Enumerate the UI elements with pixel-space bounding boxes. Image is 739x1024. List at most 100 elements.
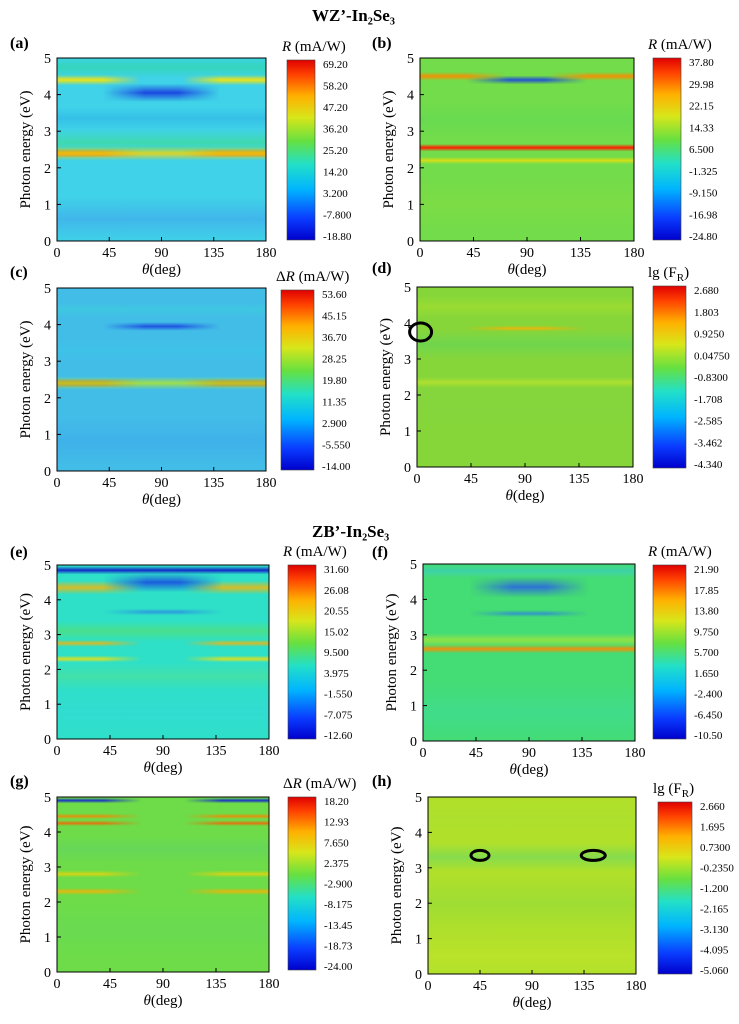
x-axis-unit: (deg)	[520, 995, 552, 1011]
colorbar-tick-label: 9.500	[324, 647, 349, 659]
y-tick-label: 4	[410, 593, 417, 608]
heatmap-band	[57, 74, 266, 86]
colorbar-tick-label: 22.15	[689, 101, 714, 113]
colorbar-tick-label: 6.500	[689, 144, 714, 156]
y-tick-label: 2	[44, 896, 51, 911]
colorbar-tick-label: -16.98	[689, 209, 718, 221]
x-tick-label: 135	[574, 979, 595, 994]
colorbar	[287, 796, 317, 971]
x-axis-title: θ(deg)	[505, 488, 544, 504]
y-tick-label: 0	[44, 966, 51, 981]
colorbar-title: ΔR (mA/W)	[276, 269, 349, 285]
x-axis-title: θ(deg)	[142, 492, 181, 508]
colorbar-tick-label: 0.7300	[700, 842, 731, 854]
heatmap-band	[420, 101, 634, 139]
x-tick-label: 45	[464, 472, 478, 487]
colorbar-tick-label: 12.93	[324, 817, 349, 829]
y-tick-label: 0	[415, 968, 422, 983]
colorbar-tick-label: 47.20	[323, 102, 348, 114]
colorbar-tick-label: -5.060	[700, 965, 729, 977]
colorbar-tick-label: -2.165	[700, 904, 729, 916]
colorbar-tick-label: -9.150	[689, 188, 718, 200]
colorbar-title: R (mA/W)	[282, 544, 347, 560]
y-tick-label: 0	[44, 733, 51, 748]
heatmap-area	[57, 565, 269, 739]
x-tick-label: 0	[420, 746, 427, 761]
heading-zb: ZB’-In₂Se₃	[312, 522, 390, 541]
highlight-ellipse	[469, 848, 491, 862]
colorbar-tick-label: 5.700	[694, 647, 719, 659]
y-tick-label: 3	[410, 629, 417, 644]
x-axis-title: θ(deg)	[143, 760, 182, 776]
colorbar-tick-label: 17.85	[694, 585, 719, 597]
colorbar-tick-label: 9.750	[694, 626, 719, 638]
colorbar-tick-label: -13.45	[324, 920, 353, 932]
colorbar-tick-label: -6.450	[694, 709, 723, 721]
colorbar-tick-label: -10.50	[694, 730, 723, 742]
panel-label: (a)	[10, 35, 29, 52]
heatmap-band	[57, 870, 269, 878]
heatmap-band	[57, 83, 266, 102]
y-tick-label: 4	[404, 317, 411, 332]
x-tick-label: 135	[203, 476, 224, 491]
y-axis-title: Photon energy (eV)	[18, 90, 34, 208]
y-tick-label: 0	[44, 235, 51, 250]
heatmap-band	[57, 902, 269, 958]
y-tick-label: 3	[44, 125, 51, 140]
x-tick-label: 45	[102, 246, 116, 261]
x-tick-label: 90	[155, 476, 169, 491]
heatmap-area	[423, 564, 635, 741]
heatmap-band	[57, 608, 269, 616]
heatmap-band	[57, 197, 266, 241]
colorbar-tick-label: 3.975	[324, 668, 349, 680]
y-axis-title: Photon energy (eV)	[18, 593, 34, 711]
x-axis-unit: (deg)	[513, 488, 545, 504]
x-axis-title: θ(deg)	[507, 262, 546, 278]
y-tick-label: 5	[44, 282, 51, 297]
x-axis-unit: (deg)	[149, 262, 181, 278]
x-axis-title: θ(deg)	[143, 993, 182, 1009]
x-tick-label: 0	[425, 979, 432, 994]
colorbar-title: R (mA/W)	[281, 39, 346, 55]
x-tick-label: 135	[206, 744, 227, 759]
y-tick-label: 1	[44, 428, 51, 443]
colorbar	[280, 289, 315, 471]
colorbar-tick-label: 1.650	[694, 668, 719, 680]
y-tick-label: 1	[415, 933, 422, 948]
y-tick-label: 5	[410, 558, 417, 573]
y-tick-label: 2	[44, 663, 51, 678]
x-tick-label: 180	[626, 979, 647, 994]
colorbar	[652, 285, 687, 469]
colorbar-tick-label: -1.325	[689, 166, 718, 178]
highlight-ellipse	[579, 848, 607, 862]
y-tick-label: 3	[44, 629, 51, 644]
x-tick-label: 0	[54, 246, 61, 261]
x-tick-label: 135	[572, 746, 593, 761]
heatmap-band	[420, 175, 634, 234]
y-tick-label: 5	[44, 52, 51, 67]
heatmap-band	[423, 576, 635, 598]
x-axis-symbol: θ	[142, 262, 150, 278]
x-tick-label: 180	[624, 246, 645, 261]
colorbar-tick-label: 2.900	[322, 418, 347, 430]
colorbar	[657, 801, 693, 975]
heatmap-band	[57, 129, 266, 155]
heatmap-band	[417, 325, 633, 332]
colorbar-tick-label: 36.70	[322, 332, 347, 344]
heatmap-band	[57, 797, 269, 804]
x-tick-label: 180	[256, 476, 277, 491]
heatmap-band	[428, 843, 636, 872]
y-tick-label: 2	[44, 392, 51, 407]
highlight-ellipse	[408, 321, 434, 343]
heatmap-band	[420, 71, 634, 81]
colorbar-tick-label: -3.130	[700, 924, 729, 936]
colorbar-tick-label: 18.20	[324, 796, 349, 808]
colorbar-tick-label: 20.55	[324, 606, 349, 618]
colorbar-title: lg (FR)	[653, 781, 694, 800]
x-axis-title: θ(deg)	[509, 762, 548, 778]
heatmap-band	[417, 330, 633, 359]
x-axis-symbol: θ	[507, 262, 515, 278]
x-axis-symbol: θ	[143, 993, 151, 1009]
x-tick-label: 90	[156, 744, 170, 759]
